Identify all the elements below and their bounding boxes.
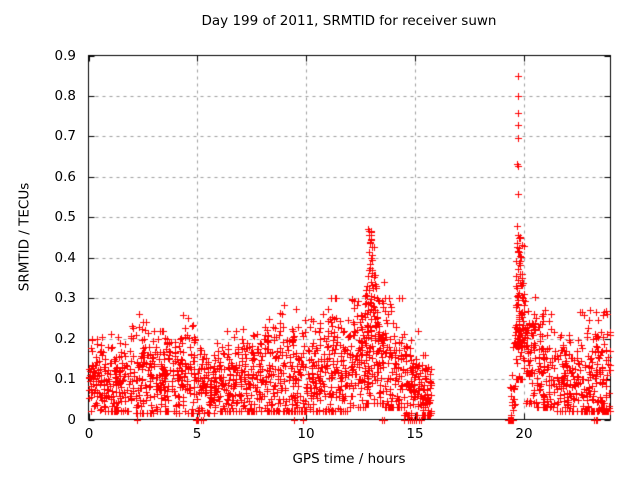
y-tick-label: 0.7	[54, 128, 76, 144]
y-tick-label: 0	[67, 412, 76, 428]
x-tick-label: 15	[406, 426, 424, 442]
y-tick-label: 0.8	[54, 88, 76, 104]
x-axis-label: GPS time / hours	[292, 451, 406, 467]
y-tick-label: 0.3	[54, 290, 76, 306]
y-tick-label: 0.6	[54, 169, 76, 185]
y-tick-label: 0.9	[54, 48, 76, 64]
chart-title: Day 199 of 2011, SRMTID for receiver suw…	[201, 13, 497, 29]
x-tick-label: 0	[84, 426, 94, 442]
y-tick-label: 0.5	[54, 209, 76, 225]
x-tick-label: 10	[297, 426, 315, 442]
x-tick-label: 20	[515, 426, 533, 442]
y-axis-label: SRMTID / TECUs	[16, 182, 33, 292]
x-tick-label: 5	[192, 426, 202, 442]
y-tick-label: 0.2	[54, 331, 76, 347]
y-tick-label: 0.1	[54, 371, 76, 387]
y-tick-label: 0.4	[54, 250, 76, 266]
